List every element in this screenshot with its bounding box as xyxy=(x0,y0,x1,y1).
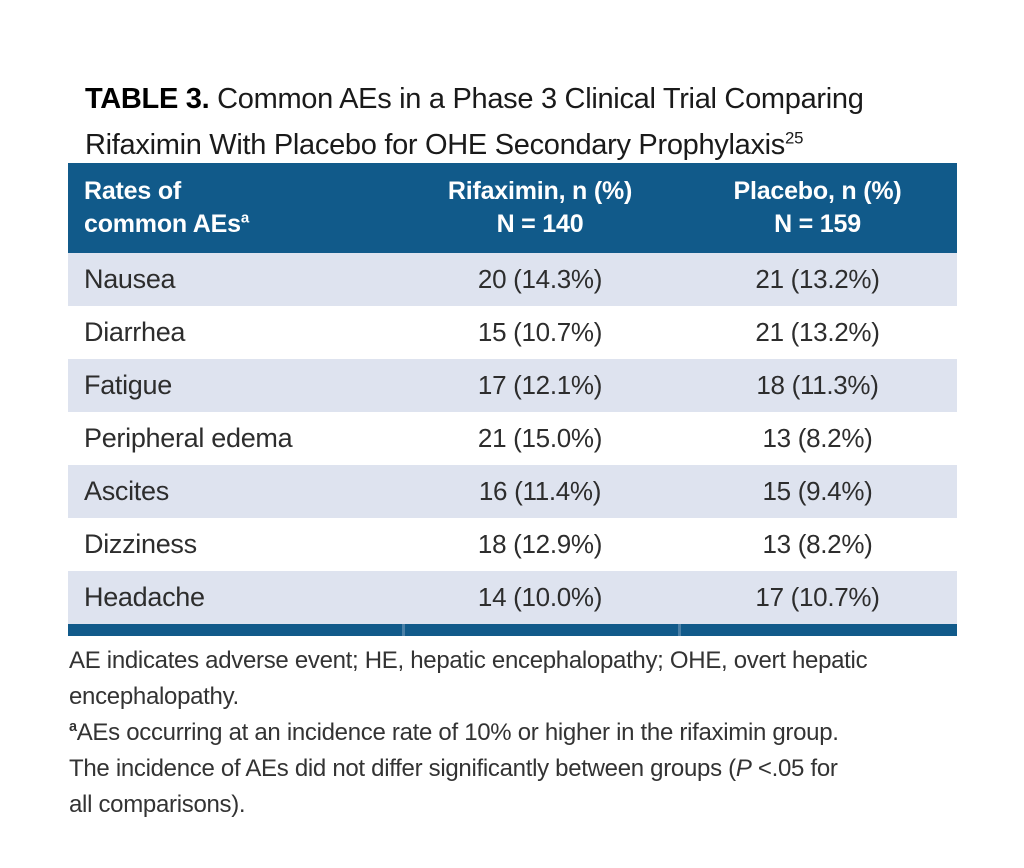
table-title-text-1: Common AEs in a Phase 3 Clinical Trial C… xyxy=(217,83,864,115)
header-col1-line1: Rates of xyxy=(84,177,182,205)
rifaximin-value: 18 (12.9%) xyxy=(477,529,603,559)
table-row: Nausea 20 (14.3%) 21 (13.2%) xyxy=(68,253,957,306)
column-separator xyxy=(402,624,405,636)
placebo-value: 15 (9.4%) xyxy=(762,476,873,506)
header-col3-line2: N = 159 xyxy=(774,210,861,238)
placebo-value: 21 (13.2%) xyxy=(755,317,880,347)
rifaximin-value: 16 (11.4%) xyxy=(478,476,602,506)
table-title: TABLE 3. Common AEs in a Phase 3 Clinica… xyxy=(85,76,965,168)
placebo-value: 18 (11.3%) xyxy=(756,370,879,400)
rifaximin-value: 17 (12.1%) xyxy=(477,370,603,400)
column-header-rifaximin: Rifaximin, n (%) N = 140 xyxy=(402,175,678,241)
footnote-abbreviations-line-1: AE indicates adverse event; HE, hepatic … xyxy=(69,647,868,674)
rifaximin-value: 21 (15.0%) xyxy=(477,423,603,453)
column-header-placebo: Placebo, n (%) N = 159 xyxy=(678,175,957,241)
row-label: Headache xyxy=(84,582,205,612)
column-separator xyxy=(678,624,681,636)
footnote-abbreviations-line-2: encephalopathy. xyxy=(69,683,239,710)
footnotes: AE indicates adverse event; HE, hepatic … xyxy=(69,643,969,823)
footnote-marker-a: a xyxy=(240,209,249,227)
column-header-rates-of-common-aes: Rates of common AEsa xyxy=(68,175,402,241)
row-label: Ascites xyxy=(84,476,169,506)
header-col2-line2: N = 140 xyxy=(496,210,584,238)
table-row: Peripheral edema 21 (15.0%) 13 (8.2%) xyxy=(68,412,957,465)
row-label: Diarrhea xyxy=(84,317,186,347)
table-bottom-rule xyxy=(68,624,957,636)
footnote-a-line-3: all comparisons). xyxy=(69,791,246,818)
table-row: Fatigue 17 (12.1%) 18 (11.3%) xyxy=(68,359,957,412)
adverse-events-table: Rates of common AEsa Rifaximin, n (%) N … xyxy=(68,163,957,636)
footnote-a-line-2: The incidence of AEs did not differ sign… xyxy=(69,755,838,782)
header-col1-line2: common AEsa xyxy=(84,209,249,238)
rifaximin-value: 14 (10.0%) xyxy=(477,582,603,612)
table-row: Dizziness 18 (12.9%) 13 (8.2%) xyxy=(68,518,957,571)
table-title-line-2: Rifaximin With Placebo for OHE Secondary… xyxy=(85,122,965,168)
table-header-row: Rates of common AEsa Rifaximin, n (%) N … xyxy=(68,163,957,253)
row-label: Fatigue xyxy=(84,370,172,400)
header-col2-line1: Rifaximin, n (%) xyxy=(447,177,633,205)
placebo-value: 13 (8.2%) xyxy=(762,423,873,453)
table-title-line-1: TABLE 3. Common AEs in a Phase 3 Clinica… xyxy=(85,76,965,122)
header-col3-line1: Placebo, n (%) xyxy=(733,177,902,205)
rifaximin-value: 20 (14.3%) xyxy=(477,264,603,294)
table-number-label: TABLE 3. xyxy=(85,83,210,115)
reference-superscript: 25 xyxy=(785,128,804,148)
footnote-marker-a: a xyxy=(69,719,77,735)
placebo-value: 13 (8.2%) xyxy=(762,529,873,559)
table-row: Headache 14 (10.0%) 17 (10.7%) xyxy=(68,571,957,624)
p-value-italic: P xyxy=(735,755,752,782)
placebo-value: 21 (13.2%) xyxy=(755,264,880,294)
footnote-a-line-1: aAEs occurring at an incidence rate of 1… xyxy=(69,719,839,746)
table-row: Diarrhea 15 (10.7%) 21 (13.2%) xyxy=(68,306,957,359)
row-label: Peripheral edema xyxy=(84,423,293,453)
row-label: Dizziness xyxy=(84,529,197,559)
rifaximin-value: 15 (10.7%) xyxy=(477,317,603,347)
table-row: Ascites 16 (11.4%) 15 (9.4%) xyxy=(68,465,957,518)
placebo-value: 17 (10.7%) xyxy=(755,582,880,612)
table-title-text-2: Rifaximin With Placebo for OHE Secondary… xyxy=(85,129,786,161)
row-label: Nausea xyxy=(84,264,176,294)
